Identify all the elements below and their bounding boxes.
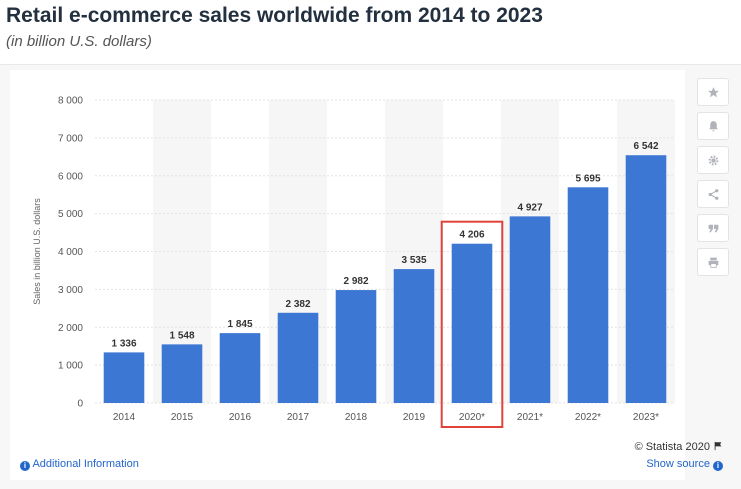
info-icon: i: [713, 461, 723, 471]
x-tick-label: 2017: [287, 412, 310, 423]
highlight-box: [440, 220, 504, 428]
bell-icon: [708, 120, 718, 131]
bar: [451, 243, 493, 403]
notification-button[interactable]: [697, 112, 729, 140]
x-tick-label: 2020*: [459, 412, 485, 423]
chart-card: 0 1 000 2 000 3 000 4 000 5 000 6 000 7 000 8 00…: [10, 70, 685, 480]
show-source-label: Show source: [646, 458, 710, 470]
y-tick-label: 4 000: [58, 247, 83, 258]
data-label: 1 336: [111, 338, 136, 349]
cite-button[interactable]: [697, 214, 729, 242]
quote-icon: [708, 224, 718, 232]
share-icon: [708, 188, 718, 200]
statista-credit: © Statista 2020: [635, 441, 723, 453]
bar: [625, 155, 667, 403]
data-label: 4 206: [459, 230, 484, 241]
bar: [219, 333, 261, 403]
bar: [509, 216, 551, 403]
y-axis-label: Sales in billion U.S. dollars: [32, 198, 42, 305]
y-tick-label: 5 000: [58, 209, 83, 220]
chart-toolbar: [697, 78, 731, 282]
star-icon: [707, 86, 719, 97]
bar: [161, 344, 203, 403]
settings-button[interactable]: [697, 146, 729, 174]
y-tick-label: 1 000: [58, 361, 83, 372]
y-tick-label: 8 000: [58, 96, 83, 107]
x-tick-label: 2023*: [633, 412, 659, 423]
y-tick-label: 2 000: [58, 323, 83, 334]
x-tick-label: 2022*: [575, 412, 601, 423]
bar: [277, 312, 319, 403]
share-button[interactable]: [697, 180, 729, 208]
x-tick-label: 2018: [345, 412, 368, 423]
y-tick-label: 0: [77, 399, 83, 410]
data-label: 5 695: [575, 173, 600, 184]
additional-information-label: Additional Information: [32, 458, 139, 470]
print-button[interactable]: [697, 248, 729, 276]
bar: [567, 187, 609, 403]
flag-icon: [714, 441, 722, 451]
x-tick-label: 2016: [229, 412, 252, 423]
bar: [103, 352, 145, 403]
print-icon: [708, 257, 718, 268]
favorite-button[interactable]: [697, 78, 729, 106]
bar: [393, 269, 435, 403]
data-label: 3 535: [401, 255, 426, 266]
y-tick-label: 6 000: [58, 171, 83, 182]
bar: [335, 290, 377, 403]
bar-chart: 0 1 000 2 000 3 000 4 000 5 000 6 000 7 000 8 00…: [32, 96, 675, 428]
data-label: 1 548: [169, 330, 194, 341]
additional-information-link[interactable]: i Additional Information: [20, 458, 139, 471]
y-tick-label: 3 000: [58, 285, 83, 296]
credit-text: © Statista 2020: [634, 441, 710, 453]
x-tick-label: 2014: [113, 412, 136, 423]
data-label: 1 845: [227, 319, 252, 330]
info-icon: i: [20, 461, 30, 471]
data-label: 2 982: [343, 276, 368, 287]
data-label: 2 382: [285, 299, 310, 310]
x-tick-label: 2021*: [517, 412, 543, 423]
data-label: 6 542: [633, 141, 658, 152]
y-tick-label: 7 000: [58, 133, 83, 144]
x-tick-label: 2019: [403, 412, 426, 423]
data-label: 4 927: [517, 202, 542, 213]
show-source-link[interactable]: Show source i: [646, 458, 723, 471]
x-tick-label: 2015: [171, 412, 194, 423]
gear-icon: [708, 155, 718, 165]
chart-subtitle: (in billion U.S. dollars): [6, 33, 152, 50]
chart-title: Retail e-commerce sales worldwide from 2…: [6, 4, 543, 27]
